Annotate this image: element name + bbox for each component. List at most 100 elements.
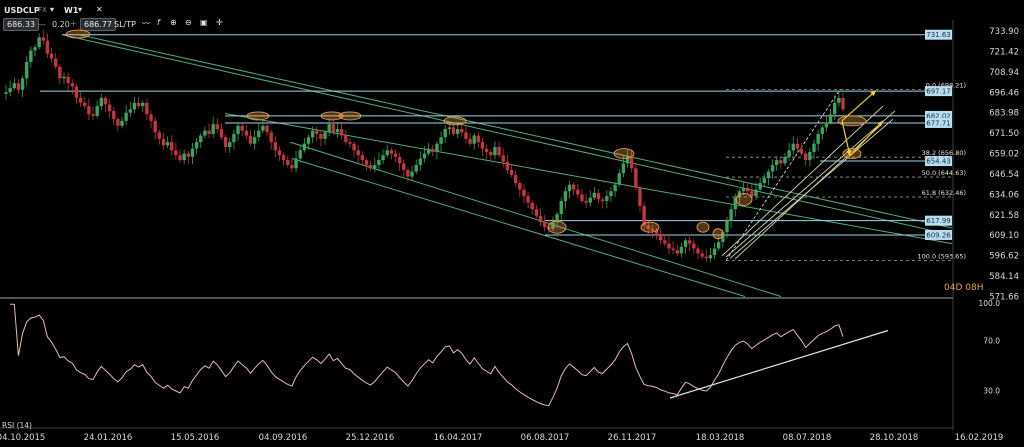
candle-body <box>638 187 642 206</box>
sltp-button[interactable]: SL/TP <box>114 20 136 29</box>
candle-body <box>4 92 8 94</box>
candle-body <box>33 47 37 51</box>
crosshair-icon[interactable]: ✛ <box>216 18 223 27</box>
fib-level-label: 38.2 (656.80) <box>922 149 966 157</box>
candle-body <box>99 97 104 107</box>
time-axis: 04.10.2015 24.01.2016 15.05.2016 04.09.2016… <box>0 433 1003 443</box>
candle-body <box>646 225 650 229</box>
candle-body <box>306 137 311 144</box>
ask-price-box[interactable]: 686.77 <box>80 18 116 31</box>
candle-body <box>824 122 829 128</box>
candle-body <box>348 142 352 144</box>
highlight-ellipse <box>712 228 724 240</box>
candle-body <box>534 209 539 216</box>
level-price-label: 731.63 <box>926 31 951 39</box>
chart-type-icon[interactable]: 〰 <box>142 19 150 28</box>
candle-body <box>489 151 493 156</box>
timeframe-selector[interactable]: W1 <box>64 6 79 15</box>
candle-body <box>273 142 278 151</box>
candle-body <box>232 133 236 143</box>
fibonacci-layer: 0.0 (698.21) 38.2 (656.80) 50.0 (644.63) 61… <box>725 81 967 261</box>
candle-body <box>642 205 646 226</box>
candle-body <box>629 156 634 169</box>
highlight-ellipse <box>246 111 270 121</box>
candle-body <box>820 127 824 134</box>
time-tick-label: 24.01.2016 <box>84 433 133 443</box>
level-price-tag <box>925 110 952 121</box>
candle-body <box>211 124 215 134</box>
candle-body <box>286 160 290 166</box>
candle-body <box>654 230 659 234</box>
candle-body <box>103 97 108 105</box>
candle-body <box>219 129 224 138</box>
time-tick-label: 04.10.2015 <box>0 433 45 443</box>
candle-body <box>833 102 837 115</box>
candle-body <box>687 240 692 244</box>
candle-body <box>808 151 812 161</box>
candle-body <box>194 142 199 149</box>
candle-body <box>141 102 145 107</box>
symbol-selector[interactable]: USDCLP <box>4 6 40 15</box>
price-tick-label: 571.66 <box>989 293 1019 303</box>
candle-body <box>257 130 261 138</box>
candle-body <box>165 142 170 146</box>
candle-body <box>588 197 592 203</box>
indicator-icon[interactable]: f <box>157 18 160 27</box>
candle-body <box>804 153 808 161</box>
candle-body <box>455 129 460 134</box>
rsi-trend-line <box>669 329 889 399</box>
candle-body <box>712 248 717 256</box>
candle-body <box>364 160 369 166</box>
candle-body <box>174 150 178 156</box>
arrow-head <box>846 150 852 157</box>
highlight-ellipse <box>735 192 753 206</box>
rsi-panel: 100.0 70.0 30.0 <box>10 299 1001 407</box>
minus-icon: — <box>38 20 46 29</box>
candle-body <box>410 171 414 177</box>
candle-body <box>484 148 489 152</box>
projection-arrow <box>849 120 884 157</box>
candle-body <box>132 102 137 110</box>
candle-body <box>696 248 700 254</box>
level-price-label: 697.17 <box>926 88 951 96</box>
candle-body <box>203 130 207 136</box>
zoom-in-icon[interactable]: ⊕ <box>170 18 177 27</box>
rsi-label: RSI (14) <box>2 421 32 430</box>
candle-body <box>112 111 116 120</box>
candle-body <box>538 215 543 223</box>
fit-view-icon[interactable]: ▣ <box>200 18 208 27</box>
candle-body <box>368 165 373 169</box>
price-tick-label: 634.06 <box>989 190 1019 200</box>
fib-level-label: 100.0 (593.65) <box>918 253 967 261</box>
candle-body <box>563 191 568 202</box>
candle-body <box>555 214 559 223</box>
candles-layer <box>4 30 845 263</box>
highlight-ellipse <box>547 220 567 234</box>
candle-body <box>12 83 16 89</box>
time-tick-label: 04.09.2016 <box>259 433 308 443</box>
candle-body <box>319 133 323 139</box>
candle-body <box>725 220 729 233</box>
chevron-down-icon[interactable]: ▾ <box>50 5 55 14</box>
chevron-down-icon[interactable]: ▾ <box>78 5 83 14</box>
candle-body <box>373 165 377 169</box>
rsi-tick-label: 100.0 <box>979 299 1001 308</box>
projection-arrow <box>841 120 851 157</box>
candle-body <box>145 102 149 115</box>
candle-body <box>754 189 758 197</box>
bid-price-box[interactable]: 686.33 <box>3 18 39 31</box>
candle-body <box>596 192 601 200</box>
candle-body <box>136 102 141 107</box>
zoom-out-icon[interactable]: ⊖ <box>185 18 192 27</box>
candle-body <box>493 147 497 156</box>
candle-body <box>190 148 195 157</box>
price-tick-label: 596.62 <box>989 252 1019 262</box>
candle-body <box>265 125 269 133</box>
candle-body <box>414 165 418 172</box>
candle-body <box>339 129 344 136</box>
close-icon[interactable]: ✕ <box>96 5 103 14</box>
candle-body <box>25 61 29 79</box>
candle-body <box>837 97 841 103</box>
candle-body <box>526 196 530 203</box>
